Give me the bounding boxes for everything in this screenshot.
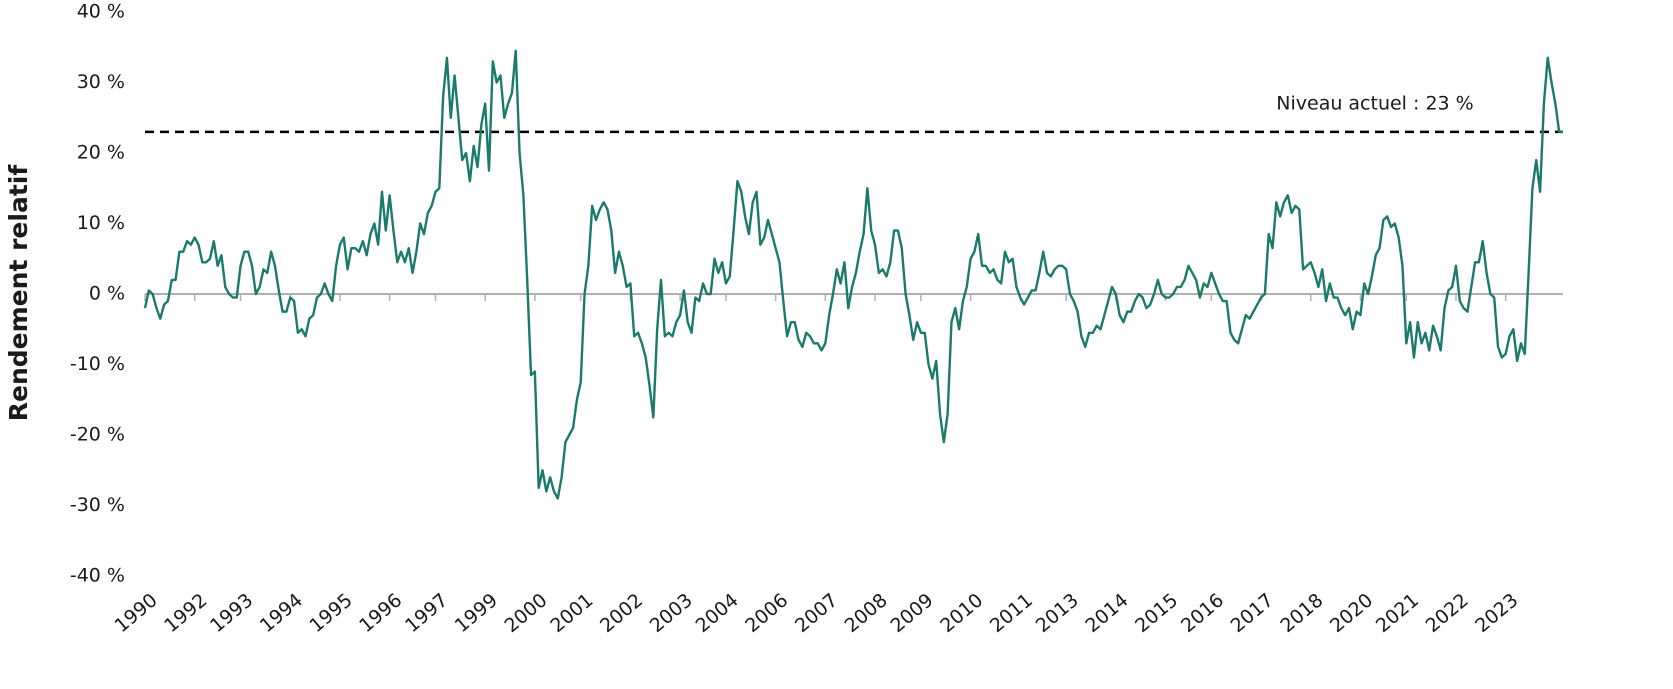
x-tick-label: 2013 xyxy=(1032,589,1083,637)
x-tick-label: 2020 xyxy=(1326,589,1377,637)
x-tick-label: 1999 xyxy=(451,589,502,637)
x-tick-label: 1997 xyxy=(401,589,452,637)
x-tick-label: 1990 xyxy=(111,589,162,637)
y-tick-label: 0 % xyxy=(89,283,125,305)
x-tick-label: 2000 xyxy=(500,589,551,637)
y-tick-label: -20 % xyxy=(70,424,125,446)
x-tick-label: 2021 xyxy=(1372,589,1423,637)
x-tick-label: 2004 xyxy=(692,589,743,637)
x-tick-label: 2023 xyxy=(1471,589,1522,637)
y-tick-label: 20 % xyxy=(77,142,125,164)
y-tick-label: -30 % xyxy=(70,494,125,516)
x-tick-label: 2016 xyxy=(1177,589,1228,637)
y-tick-label: 10 % xyxy=(77,212,125,234)
y-tick-label: -10 % xyxy=(70,353,125,375)
x-tick-label: 1996 xyxy=(355,589,406,637)
x-tick-label: 2014 xyxy=(1081,589,1132,637)
x-tick-label: 2011 xyxy=(986,589,1037,637)
x-tick-label: 2018 xyxy=(1276,589,1327,637)
reference-label: Niveau actuel : 23 % xyxy=(1276,92,1473,114)
x-tick-label: 2009 xyxy=(886,589,937,637)
y-tick-label: 40 % xyxy=(77,1,125,23)
x-tick-label: 1995 xyxy=(305,589,356,637)
x-tick-label: 1993 xyxy=(206,589,257,637)
x-tick-label: 1992 xyxy=(160,589,211,637)
x-tick-label: 2007 xyxy=(791,589,842,637)
x-tick-label: 2017 xyxy=(1227,589,1278,637)
x-tick-label: 2006 xyxy=(741,589,792,637)
y-tick-label: 30 % xyxy=(77,71,125,93)
x-tick-label: 2022 xyxy=(1422,589,1473,637)
y-tick-label: -40 % xyxy=(70,565,125,587)
y-axis-title: Rendement relatif xyxy=(4,164,33,422)
x-tick-label: 2002 xyxy=(596,589,647,637)
x-tick-label: 2010 xyxy=(936,589,987,637)
x-tick-label: 1994 xyxy=(256,589,307,637)
data-line xyxy=(143,49,1563,500)
x-tick-label: 2008 xyxy=(841,589,892,637)
x-tick-label: 2015 xyxy=(1131,589,1182,637)
x-tick-label: 2001 xyxy=(546,589,597,637)
x-tick-label: 2003 xyxy=(646,589,697,637)
